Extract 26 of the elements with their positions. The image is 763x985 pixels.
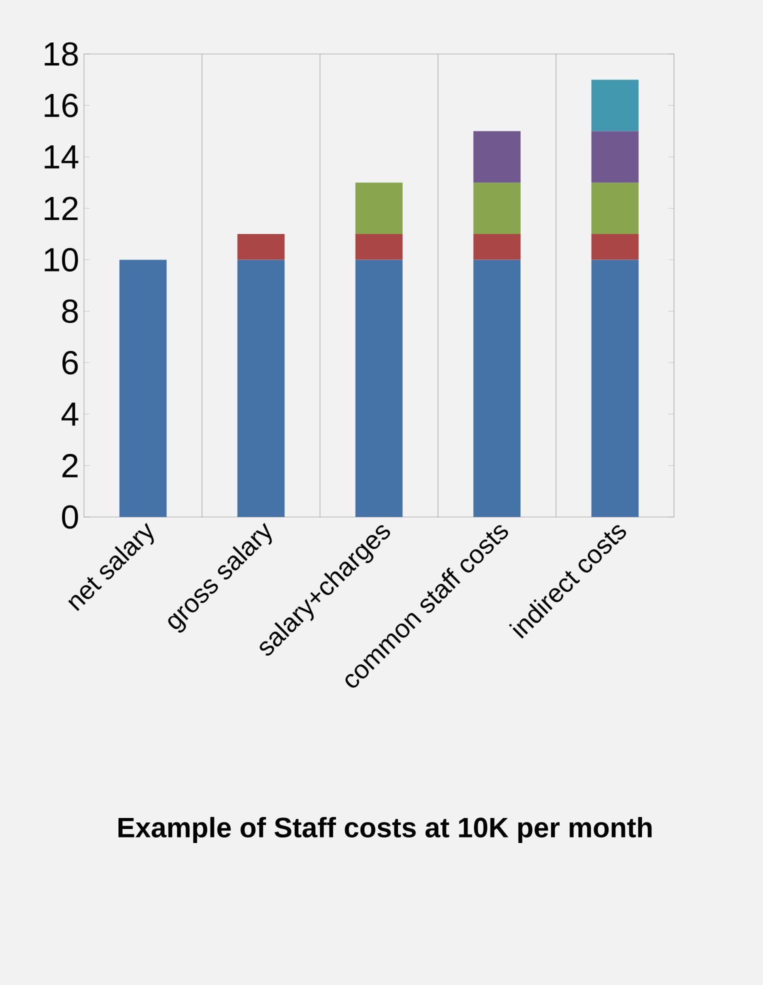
bar [591,182,639,234]
bar [237,234,285,260]
y-tick-label: 6 [62,350,78,374]
bar [473,182,521,234]
bar [591,80,639,132]
y-tick-label: 0 [62,505,78,529]
bar [237,260,285,517]
bar [591,234,639,260]
y-tick-label: 16 [44,94,78,118]
y-tick-label: 14 [44,145,78,168]
text: Example of Staff costs at 10K per month [118,816,652,844]
bar [119,260,167,517]
bar [355,234,403,260]
bar [473,234,521,260]
bar [591,260,639,517]
bar [591,131,639,183]
bar [355,182,403,234]
bar [473,131,521,183]
y-tick-label: 12 [44,196,78,220]
y-tick-label: 10 [44,248,78,272]
bar [473,260,521,517]
y-tick-label: 4 [62,402,78,426]
y-tick-label: 8 [62,299,78,324]
bar [355,260,403,517]
y-tick-label: 2 [62,454,78,478]
y-tick-label: 18 [44,42,78,66]
